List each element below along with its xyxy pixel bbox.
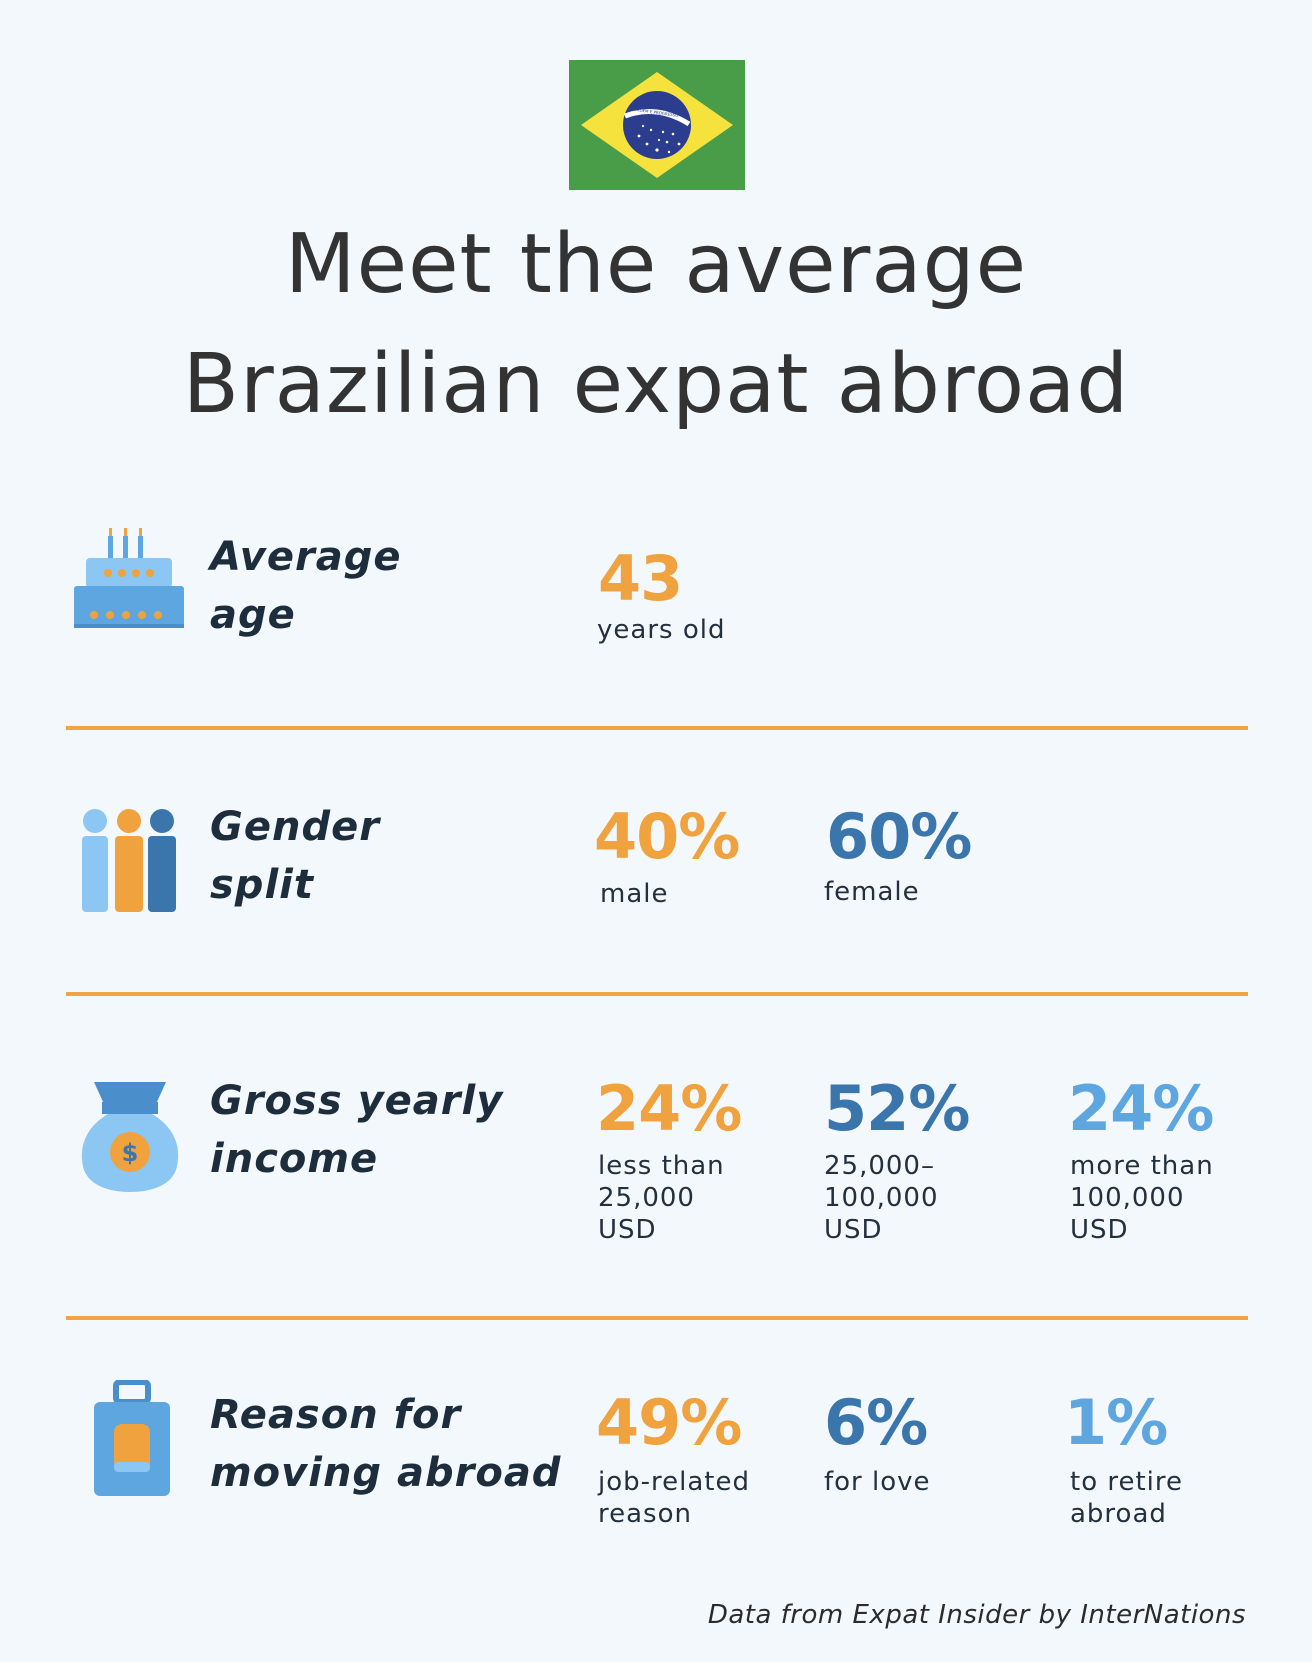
divider — [66, 726, 1248, 730]
reason-label: Reason for moving abroad — [210, 1392, 562, 1496]
female-desc: female — [824, 877, 920, 907]
female-value: 60% — [826, 800, 972, 873]
reason-job-value: 49% — [596, 1386, 742, 1459]
income-low-value: 24% — [596, 1072, 742, 1145]
male-desc: male — [600, 879, 669, 909]
age-label: Average age — [210, 534, 402, 638]
source-credit: Data from Expat Insider by InterNations — [707, 1600, 1246, 1630]
reason-retire-value: 1% — [1064, 1386, 1168, 1459]
flag-banner-text: ORDEM E PROGRESSO — [633, 107, 678, 118]
suitcase-icon — [94, 1380, 170, 1496]
reason-retire-desc: to retire abroad — [1070, 1467, 1184, 1529]
age-value: 43 — [598, 542, 683, 615]
income-high-desc: more than 100,000 USD — [1070, 1151, 1214, 1245]
people-icon — [82, 809, 176, 912]
income-mid-value: 52% — [824, 1072, 970, 1145]
birthday-cake-icon — [74, 528, 184, 628]
page-title-line1: Meet the average — [284, 217, 1028, 312]
income-mid-desc: 25,000– 100,000 USD — [824, 1151, 939, 1245]
money-bag-icon: $ — [81, 1082, 179, 1192]
page-title-line2: Brazilian expat abroad — [182, 337, 1130, 432]
gender-label: Gender split — [210, 804, 380, 908]
income-label: Gross yearly income — [210, 1078, 504, 1182]
income-high-value: 24% — [1068, 1072, 1214, 1145]
reason-love-value: 6% — [824, 1386, 928, 1459]
dollar-sign-icon: $ — [122, 1139, 139, 1167]
brazil-flag: ORDEM E PROGRESSO — [569, 60, 745, 190]
reason-love-desc: for love — [824, 1467, 931, 1497]
male-value: 40% — [594, 800, 740, 873]
income-low-desc: less than 25,000 USD — [598, 1151, 725, 1245]
divider — [66, 1316, 1248, 1320]
age-desc: years old — [597, 615, 726, 645]
reason-job-desc: job-related reason — [598, 1467, 750, 1529]
divider — [66, 992, 1248, 996]
